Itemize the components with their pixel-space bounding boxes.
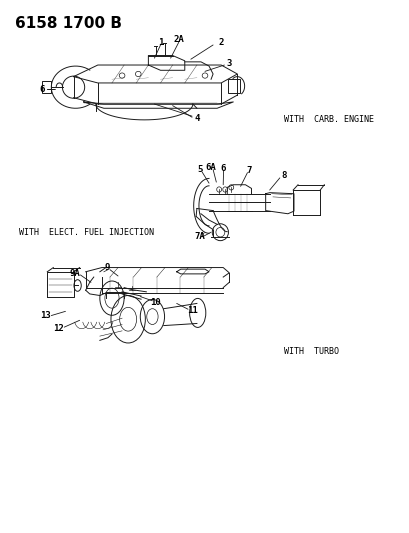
Text: 7: 7 <box>246 166 252 175</box>
Text: 12: 12 <box>53 324 64 333</box>
Text: WITH  CARB. ENGINE: WITH CARB. ENGINE <box>283 115 373 124</box>
Text: 13: 13 <box>40 311 50 319</box>
Text: 11: 11 <box>186 306 197 316</box>
Text: 4: 4 <box>194 114 199 123</box>
Text: 6: 6 <box>40 85 45 94</box>
Text: WITH  ELECT. FUEL INJECTION: WITH ELECT. FUEL INJECTION <box>19 228 154 237</box>
Text: WITH  TURBO: WITH TURBO <box>283 348 338 357</box>
Text: 6158 1700 B: 6158 1700 B <box>15 16 121 31</box>
Text: 10: 10 <box>150 298 161 307</box>
Text: 5: 5 <box>197 165 202 174</box>
Text: 7A: 7A <box>194 232 204 241</box>
Text: 1: 1 <box>157 38 163 47</box>
Text: 6: 6 <box>220 164 225 173</box>
Text: 9A: 9A <box>69 269 80 278</box>
Text: 2: 2 <box>218 38 223 47</box>
Text: 3: 3 <box>226 59 231 68</box>
Text: 2A: 2A <box>173 35 184 44</box>
Text: 6A: 6A <box>204 163 215 172</box>
Text: 8: 8 <box>281 171 286 180</box>
Text: 9: 9 <box>104 263 110 272</box>
